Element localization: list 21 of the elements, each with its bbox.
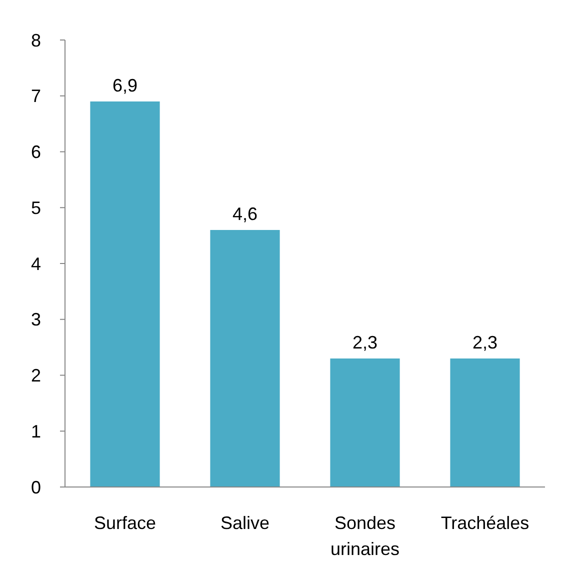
bar: [450, 358, 520, 487]
x-tick-label: Salive: [220, 513, 270, 533]
y-tick-label: 3: [30, 310, 42, 330]
x-tick-label: Sondes urinaires: [330, 513, 400, 559]
data-label: 6,9: [112, 75, 138, 96]
data-label: 4,6: [232, 204, 258, 224]
bar: [330, 358, 400, 487]
data-label: 2,3: [352, 332, 378, 352]
bar: [210, 230, 280, 487]
y-tick-label: 5: [30, 198, 42, 218]
y-tick-label: 2: [30, 366, 42, 386]
bar: [90, 101, 160, 487]
y-tick-label: 7: [30, 86, 42, 106]
y-tick-label: 0: [30, 477, 42, 498]
y-tick-label: 6: [30, 142, 42, 162]
x-tick-label: Trachéales: [440, 513, 530, 533]
x-tick-label: Surface: [94, 513, 156, 533]
y-tick-label: 8: [30, 30, 42, 50]
data-label: 2,3: [472, 332, 498, 352]
y-tick-label: 4: [30, 254, 42, 274]
y-tick-label: 1: [30, 421, 42, 442]
